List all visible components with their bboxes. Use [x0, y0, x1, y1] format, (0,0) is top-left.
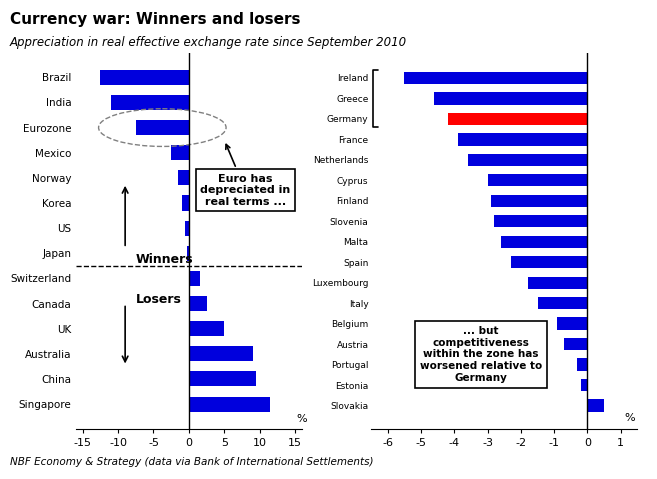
Bar: [187, 246, 189, 261]
Bar: [537, 297, 587, 309]
Bar: [447, 113, 587, 125]
Bar: [587, 399, 604, 411]
Bar: [189, 397, 270, 411]
Text: %: %: [296, 414, 307, 424]
Text: ... but
competitiveness
within the zone has
worsened relative to
Germany: ... but competitiveness within the zone …: [420, 326, 542, 383]
Bar: [189, 271, 200, 286]
Bar: [189, 371, 256, 387]
Bar: [578, 358, 587, 371]
Bar: [178, 171, 189, 185]
Text: Appreciation in real effective exchange rate since September 2010: Appreciation in real effective exchange …: [10, 36, 407, 49]
Text: NBF Economy & Strategy (data via Bank of International Settlements): NBF Economy & Strategy (data via Bank of…: [10, 457, 373, 467]
Bar: [136, 120, 189, 135]
Bar: [185, 221, 189, 236]
Text: Currency war: Winners and losers: Currency war: Winners and losers: [10, 12, 300, 27]
Bar: [501, 236, 587, 248]
Bar: [468, 154, 587, 166]
Bar: [101, 70, 189, 85]
Bar: [434, 92, 587, 104]
Bar: [171, 145, 189, 160]
Bar: [494, 215, 587, 228]
Bar: [487, 174, 587, 186]
Bar: [511, 256, 587, 268]
Bar: [557, 318, 587, 330]
Bar: [189, 346, 253, 361]
Bar: [111, 95, 189, 110]
Bar: [182, 195, 189, 211]
Bar: [528, 276, 587, 289]
Text: Losers: Losers: [136, 294, 181, 307]
Bar: [405, 72, 587, 84]
Bar: [564, 338, 587, 350]
Bar: [581, 379, 587, 391]
Bar: [458, 133, 587, 146]
Bar: [189, 321, 224, 336]
Bar: [189, 296, 206, 311]
Bar: [491, 194, 587, 207]
Text: Euro has
depreciated in
real terms ...: Euro has depreciated in real terms ...: [200, 145, 290, 207]
Text: Winners: Winners: [136, 253, 193, 266]
Text: %: %: [624, 413, 635, 423]
